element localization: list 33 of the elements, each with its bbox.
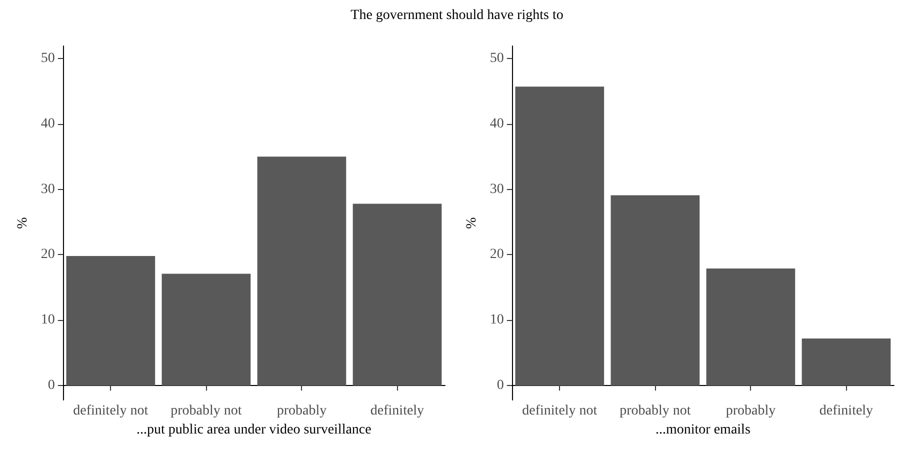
y-tick-label: 0: [48, 378, 55, 394]
y-tick-label: 10: [490, 312, 504, 328]
x-tick-label: probably: [726, 404, 776, 418]
bar: [162, 274, 251, 386]
x-tick-label: probably not: [620, 404, 691, 418]
x-axis-title: ...put public area under video surveillance: [136, 422, 372, 438]
bar: [706, 268, 796, 386]
chart-title: The government should have rights to: [350, 8, 564, 24]
bar: [515, 86, 604, 386]
x-tick-label: definitely: [819, 404, 874, 418]
bar: [802, 338, 891, 386]
bar: [610, 195, 700, 386]
y-tick-label: 20: [40, 247, 55, 262]
x-tick-label: definitely not: [522, 404, 598, 418]
x-tick-label: probably: [276, 404, 327, 418]
y-tick-label: 40: [490, 116, 504, 132]
y-tick-label: 20: [490, 247, 504, 262]
y-tick-label: 0: [496, 378, 504, 394]
x-tick-label: probably not: [170, 404, 242, 418]
y-tick-label: 50: [40, 50, 55, 66]
bar: [257, 156, 346, 386]
x-tick-label: definitely not: [73, 404, 148, 418]
y-tick-label: 40: [40, 116, 55, 132]
y-axis-title: %: [464, 216, 480, 229]
y-tick-label: 30: [40, 182, 55, 197]
y-tick-label: 50: [490, 50, 504, 66]
bar: [352, 204, 442, 386]
x-tick-label: definitely: [370, 404, 424, 418]
y-axis-title: %: [16, 216, 30, 229]
bar: [66, 256, 156, 386]
y-tick-label: 30: [490, 182, 504, 197]
x-axis-title: ...monitor emails: [656, 422, 750, 438]
y-tick-label: 10: [40, 312, 55, 328]
